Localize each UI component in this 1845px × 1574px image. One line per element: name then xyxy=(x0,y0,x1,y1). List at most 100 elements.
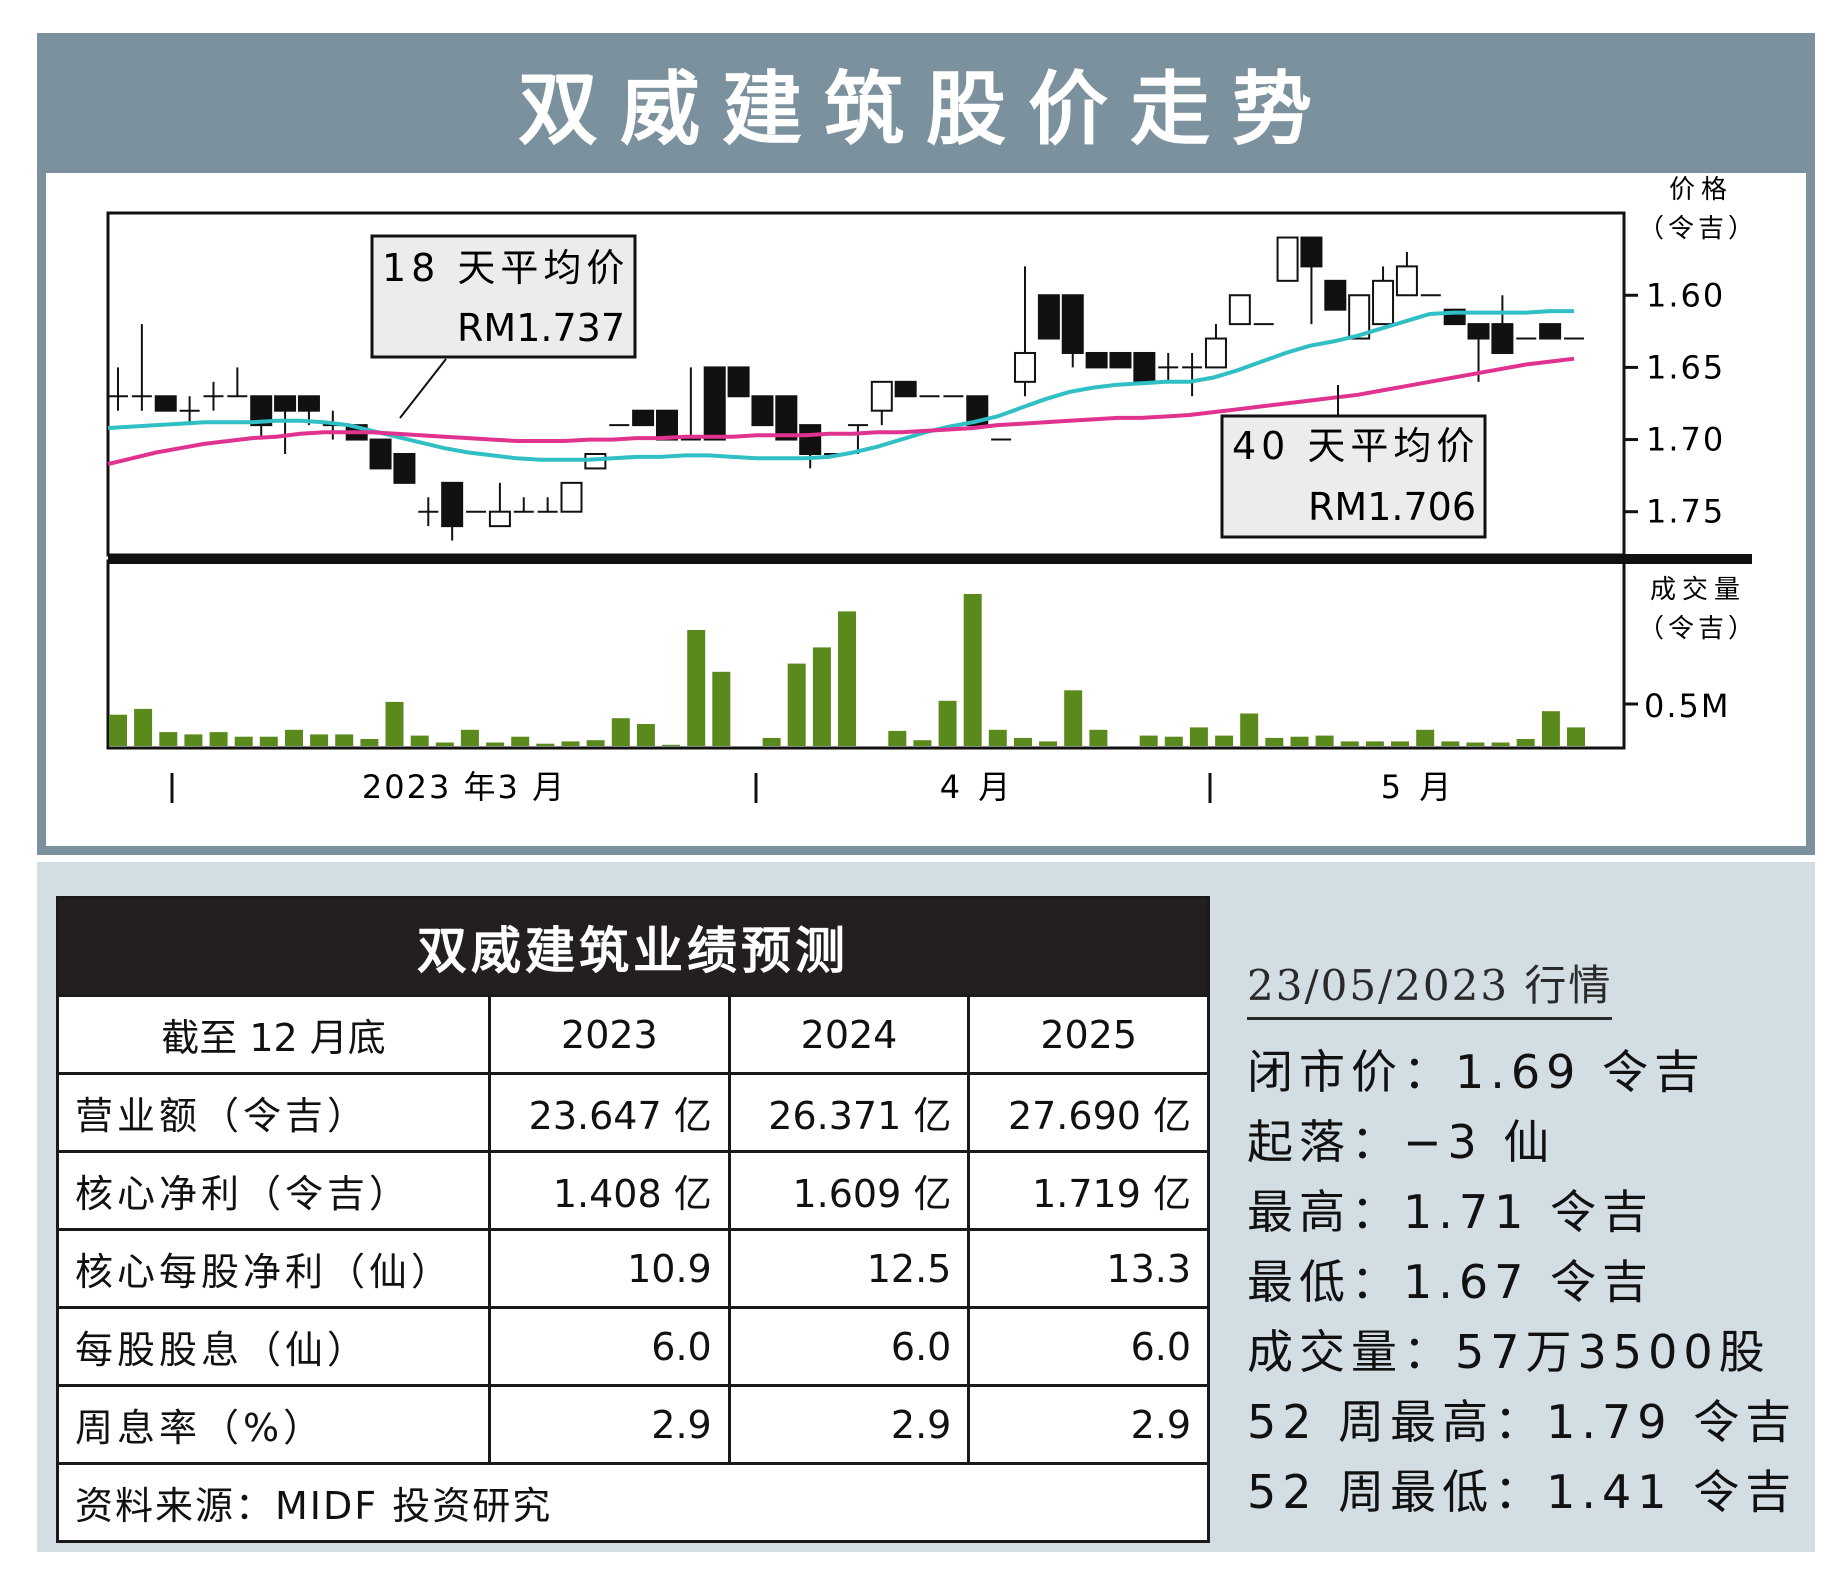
row-label: 营业额（令吉） xyxy=(55,1072,492,1153)
ma18-callout-value: RM1.737 xyxy=(457,306,625,350)
volume-plot-frame xyxy=(106,559,1626,750)
candle xyxy=(1014,266,1037,397)
candle xyxy=(703,366,726,441)
candle-body xyxy=(488,510,511,528)
volume-axis-label: 成交量 xyxy=(1650,575,1746,605)
header-2024: 2024 xyxy=(727,994,971,1075)
price-axis-unit: （令吉） xyxy=(1638,214,1758,244)
market-52w-high: 52 周最高：1.79 令吉 xyxy=(1247,1395,1798,1449)
volume-bar xyxy=(1466,742,1485,746)
candle xyxy=(1276,236,1299,282)
forecast-header-row: 截至 12 月底 2023 2024 2025 xyxy=(55,994,1210,1075)
row-label: 周息率（%） xyxy=(55,1384,492,1465)
candle xyxy=(1300,236,1323,325)
volume-bar xyxy=(1391,741,1409,746)
table-row: 每股股息（仙） 6.0 6.0 6.0 xyxy=(55,1306,1210,1387)
candle xyxy=(751,395,774,427)
forecast-table: 双威建筑业绩预测 截至 12 月底 2023 2024 2025 营业额（令吉）… xyxy=(55,896,1210,1543)
candle xyxy=(1061,294,1084,368)
price-tick-label: 1.60 xyxy=(1646,276,1725,314)
candle xyxy=(775,395,798,441)
candle-body xyxy=(655,409,678,441)
candle xyxy=(1182,352,1203,397)
volume-bar xyxy=(1039,741,1058,746)
candle xyxy=(966,395,989,427)
volume-bar xyxy=(1315,735,1334,746)
volume-bar xyxy=(611,718,630,746)
forecast-title: 双威建筑业绩预测 xyxy=(56,896,1210,997)
volume-bar xyxy=(1567,727,1585,746)
table-row: 核心每股净利（仙） 10.9 12.5 13.3 xyxy=(55,1228,1210,1309)
volume-bar xyxy=(234,736,253,746)
row-value: 10.9 xyxy=(488,1228,731,1309)
row-value: 12.5 xyxy=(727,1228,971,1309)
volume-bar xyxy=(385,701,404,746)
volume-bar xyxy=(636,724,655,746)
candle-body xyxy=(1276,236,1299,282)
candle-body xyxy=(560,481,583,513)
header-period: 截至 12 月底 xyxy=(55,994,492,1075)
candle-body xyxy=(1372,279,1395,326)
ma18-line xyxy=(107,309,1574,462)
volume-bar xyxy=(1365,741,1384,746)
candle xyxy=(393,452,416,484)
table-row: 核心净利（令吉） 1.408 亿 1.609 亿 1.719 亿 xyxy=(55,1150,1210,1231)
volume-tick-label: 0.5M xyxy=(1644,687,1731,725)
volume-bar xyxy=(335,734,354,746)
candles xyxy=(108,236,1584,541)
candle xyxy=(203,381,224,411)
row-value: 26.371 亿 xyxy=(727,1072,971,1153)
row-value: 1.408 亿 xyxy=(488,1150,731,1231)
market-date: 23/05/2023 行情 xyxy=(1247,952,1613,1020)
header-2025: 2025 xyxy=(967,994,1210,1075)
volume-bar xyxy=(1340,741,1359,746)
ma40-callout-title: 40 天平均价 xyxy=(1232,424,1479,468)
candle-body xyxy=(632,409,655,427)
candle-body xyxy=(250,395,273,427)
source-note: 资料来源：MIDF 投资研究 xyxy=(56,1462,1210,1543)
candle xyxy=(680,367,701,441)
row-value: 2.9 xyxy=(967,1384,1210,1465)
x-label-may: 5 月 xyxy=(1381,768,1456,806)
candle xyxy=(1109,351,1132,369)
candle-body xyxy=(727,366,750,398)
candle-body xyxy=(441,481,464,528)
price-tick-label: 1.70 xyxy=(1646,421,1725,459)
volume-bar xyxy=(1290,736,1309,746)
ma40-callout-box xyxy=(1220,414,1487,539)
volume-bar xyxy=(209,732,228,746)
chart-title: 双威建筑股价走势 xyxy=(518,63,1334,156)
candle-body xyxy=(297,395,320,412)
candle xyxy=(799,424,822,469)
x-label-april: 4 月 xyxy=(940,768,1015,806)
x-label-march: 2023 年3 月 xyxy=(362,768,566,806)
candle xyxy=(632,409,655,427)
volume-bar xyxy=(460,729,479,746)
candle xyxy=(1372,266,1395,326)
candle xyxy=(1539,323,1562,340)
volume-bar xyxy=(486,742,505,746)
candle xyxy=(727,366,750,398)
row-value: 6.0 xyxy=(727,1306,971,1387)
volume-bar xyxy=(812,647,831,746)
table-row: 周息率（%） 2.9 2.9 2.9 xyxy=(55,1384,1210,1465)
volume-bar xyxy=(410,735,429,746)
ma40-callout-value: RM1.706 xyxy=(1308,485,1476,529)
candle xyxy=(513,497,534,513)
candle xyxy=(1324,279,1347,311)
volume-bar xyxy=(1014,737,1032,746)
volume-bar xyxy=(561,741,580,746)
candle xyxy=(108,367,128,411)
candle xyxy=(488,482,511,528)
ma18-callout-pointer xyxy=(399,358,447,419)
candle xyxy=(227,367,248,398)
candle-body xyxy=(1228,294,1251,326)
candle xyxy=(418,497,439,527)
candle-body xyxy=(1324,279,1347,311)
row-value: 6.0 xyxy=(488,1306,731,1387)
candle-body xyxy=(154,395,177,412)
candle xyxy=(847,424,868,454)
candle-body xyxy=(1467,323,1490,340)
volume-bar xyxy=(310,734,329,746)
candle xyxy=(1158,352,1179,382)
